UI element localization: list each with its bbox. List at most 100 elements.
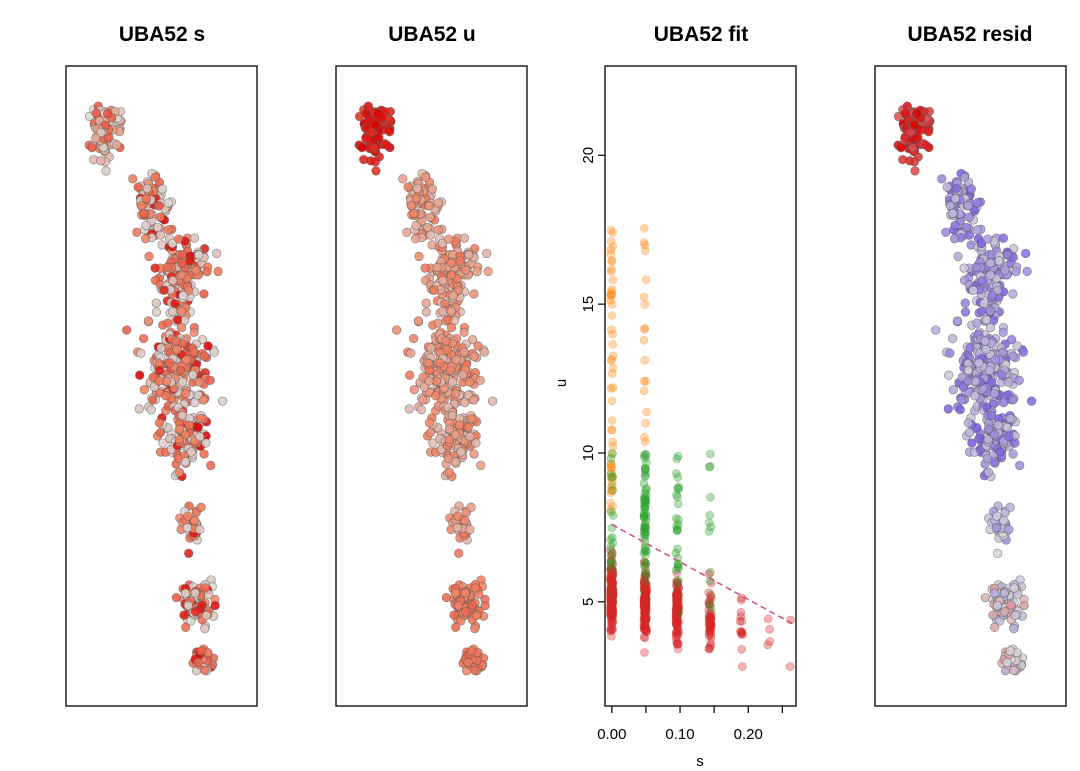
- fit-point: [606, 505, 615, 515]
- cell-point-resid: [964, 427, 975, 438]
- fit-point: [642, 583, 651, 593]
- fit-point: [607, 622, 617, 631]
- fit-point: [640, 524, 649, 534]
- fit-point: [641, 572, 650, 581]
- fit-point: [606, 564, 616, 574]
- fit-point: [671, 611, 681, 620]
- fit-point: [641, 450, 651, 460]
- fit-point: [607, 590, 617, 599]
- fit-point: [607, 311, 617, 320]
- fit-point: [606, 459, 616, 469]
- cell-point-s: [188, 370, 198, 380]
- fit-point: [608, 275, 618, 285]
- cell-point-u: [374, 132, 384, 143]
- fit-point: [737, 628, 747, 638]
- fit-point: [607, 583, 616, 593]
- fit-point: [640, 579, 650, 589]
- fit-point: [673, 499, 683, 509]
- cell-point-resid: [964, 230, 975, 240]
- fit-point: [608, 591, 618, 601]
- cell-point-s: [155, 230, 166, 240]
- fit-point: [608, 580, 617, 590]
- fit-point: [608, 588, 618, 598]
- cell-point-resid: [941, 227, 951, 237]
- fit-point: [706, 620, 716, 630]
- fit-point: [606, 556, 616, 566]
- fit-point: [641, 621, 650, 631]
- cell-point-s: [203, 341, 213, 351]
- fit-point: [608, 596, 618, 606]
- fit-point: [607, 572, 617, 581]
- cell-point-u: [446, 258, 456, 268]
- fit-point: [608, 585, 617, 595]
- fit-point: [641, 598, 651, 608]
- fit-point: [641, 601, 651, 611]
- fit-point: [641, 603, 650, 613]
- fit-point: [608, 486, 617, 496]
- cell-point-u: [448, 290, 458, 301]
- fit-point: [607, 566, 617, 576]
- cell-point-u: [382, 140, 392, 150]
- fit-point: [606, 595, 616, 605]
- fit-point: [640, 596, 650, 606]
- cell-point-s: [168, 275, 178, 286]
- fit-point: [606, 577, 616, 587]
- cell-point-resid: [999, 588, 1009, 598]
- fit-point: [639, 577, 649, 587]
- fit-point: [674, 563, 683, 573]
- fit-point: [706, 626, 716, 636]
- cell-point-resid: [951, 183, 961, 194]
- fit-point: [642, 571, 651, 580]
- fit-point: [641, 523, 651, 533]
- fit-point: [607, 585, 617, 595]
- cell-point-u: [450, 388, 461, 399]
- fit-point: [641, 598, 650, 608]
- fit-point: [607, 588, 617, 598]
- cell-point-s: [157, 184, 168, 194]
- cell-point-resid: [981, 344, 991, 355]
- fit-point: [642, 613, 651, 623]
- fit-point: [640, 598, 649, 607]
- fit-point: [640, 598, 650, 608]
- fit-point: [640, 599, 650, 608]
- fit-point: [640, 612, 650, 622]
- fit-point: [641, 604, 651, 614]
- cell-point-s: [190, 588, 200, 598]
- cell-point-resid: [983, 467, 994, 477]
- fit-point: [671, 605, 681, 614]
- fit-point: [607, 589, 617, 599]
- cell-point-resid: [953, 251, 963, 262]
- cell-point-s: [134, 404, 144, 414]
- fit-point: [608, 588, 618, 598]
- cell-point-u: [408, 333, 419, 344]
- fit-point: [607, 579, 617, 589]
- cell-point-s: [140, 234, 151, 244]
- cell-point-s: [217, 396, 228, 406]
- fit-point: [607, 564, 616, 574]
- fit-point: [607, 618, 617, 627]
- fit-point: [672, 598, 682, 607]
- fit-point: [607, 588, 616, 598]
- cell-point-s: [141, 193, 152, 204]
- cell-point-u: [472, 266, 482, 277]
- fit-point: [607, 607, 617, 617]
- fit-point: [639, 621, 649, 631]
- cell-point-s: [139, 385, 149, 395]
- cell-point-s: [194, 377, 205, 387]
- fit-point: [639, 625, 649, 634]
- fit-point: [607, 587, 617, 597]
- fit-point: [608, 599, 617, 609]
- cell-point-s: [180, 588, 191, 598]
- cell-point-u: [476, 460, 486, 471]
- fit-point: [606, 560, 616, 569]
- fit-point: [606, 604, 616, 614]
- fit-point: [671, 596, 681, 606]
- cell-point-u: [416, 405, 426, 415]
- fit-point: [672, 629, 682, 639]
- fit-point: [673, 587, 682, 596]
- fit-point: [606, 245, 616, 255]
- cell-point-resid: [989, 588, 1000, 598]
- fit-point: [607, 265, 617, 274]
- fit-point: [641, 626, 651, 636]
- cell-point-resid: [963, 201, 973, 211]
